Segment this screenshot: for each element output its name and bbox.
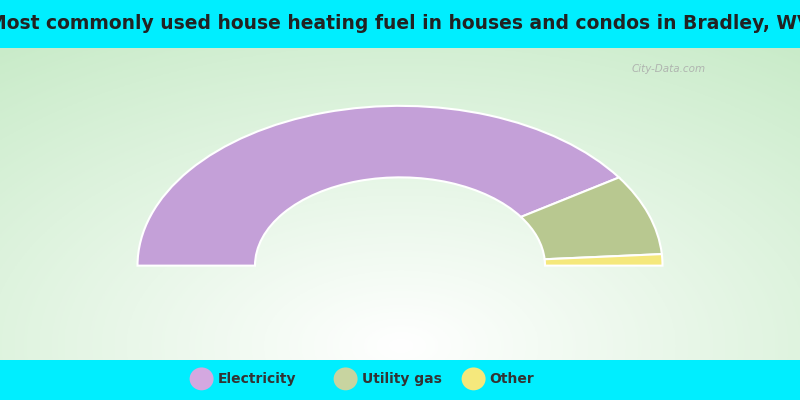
Wedge shape bbox=[521, 178, 662, 259]
Ellipse shape bbox=[334, 368, 358, 390]
Ellipse shape bbox=[190, 368, 214, 390]
Text: Other: Other bbox=[490, 372, 534, 386]
Text: Utility gas: Utility gas bbox=[362, 372, 442, 386]
Wedge shape bbox=[138, 106, 619, 266]
Text: Most commonly used house heating fuel in houses and condos in Bradley, WV: Most commonly used house heating fuel in… bbox=[0, 14, 800, 33]
Text: City-Data.com: City-Data.com bbox=[632, 64, 706, 74]
Ellipse shape bbox=[462, 368, 486, 390]
Text: Electricity: Electricity bbox=[218, 372, 296, 386]
Wedge shape bbox=[545, 254, 662, 266]
